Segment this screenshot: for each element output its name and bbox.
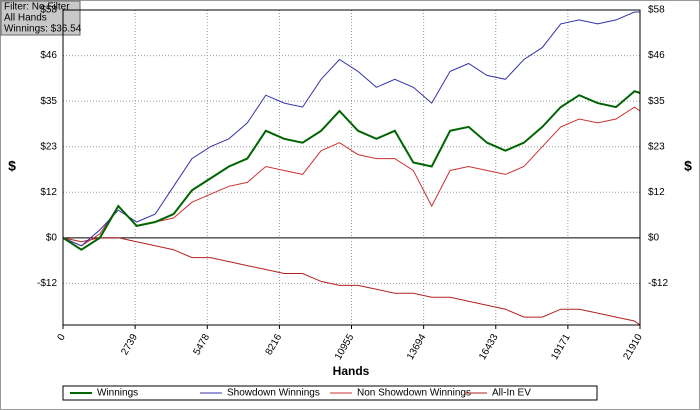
series-line	[62, 90, 641, 251]
legend-label: Non Showdown Winnings	[357, 388, 471, 399]
info-hands: All Hands	[4, 13, 47, 24]
y2-tick-label: $46	[648, 50, 665, 61]
y-tick-label: $0	[46, 232, 58, 243]
plot-border	[62, 9, 641, 326]
legend-label: Winnings	[97, 388, 138, 399]
y2-tick-label: $12	[648, 187, 665, 198]
y2-tick-label: $0	[648, 232, 660, 243]
legend-label: All-In EV	[492, 388, 531, 399]
legend-label: Showdown Winnings	[227, 388, 320, 399]
info-box	[0, 0, 81, 36]
plot-area	[62, 9, 641, 326]
y-tick-label: -$12	[37, 278, 57, 289]
y2-axis-label: $	[684, 158, 692, 174]
y-axis-label: $	[8, 158, 16, 174]
y2-tick-label: $58	[648, 5, 665, 16]
x-axis-label: Hands	[333, 364, 370, 378]
y-tick-label: $35	[40, 96, 57, 107]
series-line	[62, 237, 641, 326]
y2-tick-label: $35	[648, 96, 665, 107]
y-tick-label: $58	[40, 5, 57, 16]
info-winnings: Winnings: $36.54	[4, 24, 82, 35]
series-line	[62, 11, 640, 247]
y-tick-label: $46	[40, 50, 57, 61]
x-tick-label: 0	[56, 332, 69, 343]
info-filter: Filter: No Filter	[4, 2, 70, 13]
series-line	[62, 106, 641, 247]
y2-tick-label: -$12	[648, 278, 668, 289]
y2-tick-label: $23	[648, 141, 665, 152]
y-tick-label: $12	[40, 187, 57, 198]
y-tick-label: $23	[40, 141, 57, 152]
